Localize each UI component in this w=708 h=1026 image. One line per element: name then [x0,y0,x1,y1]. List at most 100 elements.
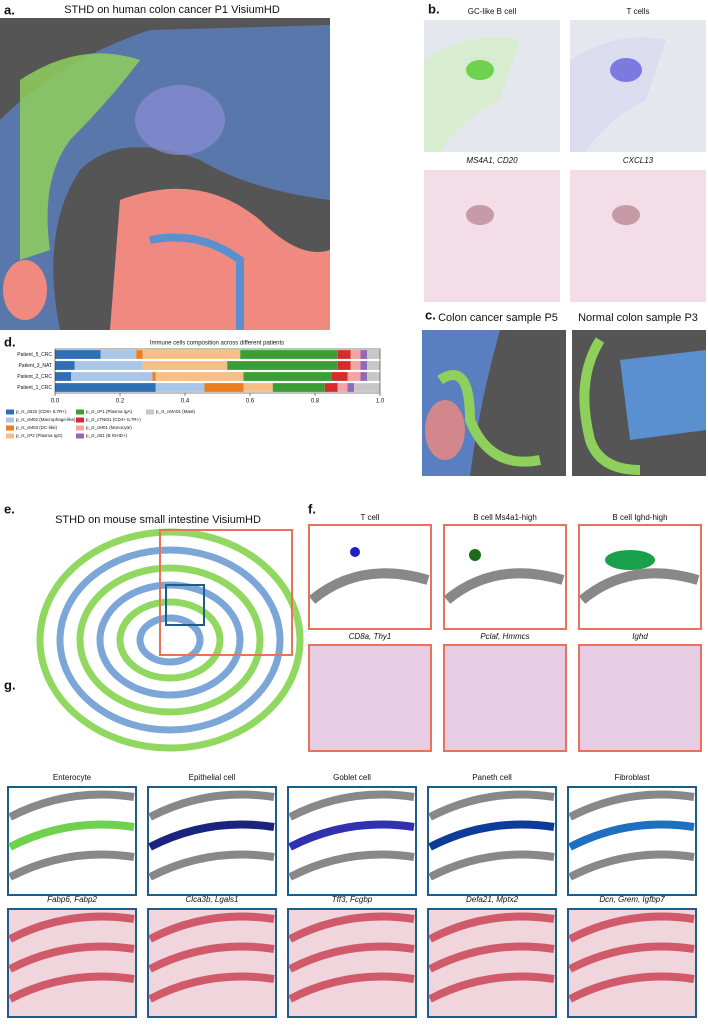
tissue-band [428,850,555,881]
f-images [308,524,702,752]
tissue-band [568,790,695,821]
villi [428,942,555,973]
image-title: Fibroblast [614,773,650,782]
bar-segment [360,361,367,370]
x-tick-label: 0.4 [181,399,190,405]
bar-segment [142,350,241,359]
tissue-band [288,820,415,851]
tissue-band [148,850,275,881]
villi [8,912,135,943]
image-title: Normal colon sample P3 [578,312,698,324]
legend-label: p_ct_cB1 (B IGHD+) [86,433,128,438]
image-title: Ighd [632,632,648,641]
legend-list [336,18,416,330]
panel-label: g. [4,677,16,692]
legend-swatch [6,417,14,423]
bar-segment [324,383,338,392]
tissue-band [288,790,415,821]
chart-title: Immune cells composition across differen… [150,341,284,347]
image-title: T cell [361,513,380,522]
panel-label: c. [425,307,436,322]
x-tick-label: 0.6 [246,399,255,405]
image-title: B cell Ms4a1-high [473,513,537,522]
image-title: Goblet cell [333,773,371,782]
image-title: T cells [627,7,650,16]
bar-segment [347,372,361,381]
bar-segment [243,383,273,392]
tissue-band [148,790,275,821]
villi [288,912,415,943]
image-title: B cell Ighd-high [612,513,667,522]
chart: d. Immune cells composition across diffe… [4,334,385,439]
y-tick-label: Patient_5_CRC [17,352,52,358]
bar-segment [367,372,380,381]
tissue-band [568,820,695,851]
g-images: Enterocyte Epithelial cell Goblet cell Pane… [7,773,697,1018]
legend-swatch [76,409,84,415]
y-tick-label: Patient_1_CRC [17,385,52,391]
x-tick-label: 0.0 [51,399,60,405]
panel-label: d. [4,334,16,349]
image-title: Colon cancer sample P5 [438,312,558,324]
bar-segment [337,361,351,370]
tissue-band [288,850,415,881]
bar-segment [74,361,143,370]
tissue-band [428,820,555,851]
legend-label: p_ct_cMA01 (Mast) [156,409,196,414]
bar-segment [337,383,348,392]
villi [568,972,695,1003]
legend-label: p_ct_cP2 (Plasma IgG) [16,433,63,438]
legend-label: p_ct_cB32 (CD8+ IL7R+) [16,409,67,414]
x-tick-label: 1.0 [376,399,385,405]
villi [568,942,695,973]
villi [8,972,135,1003]
villi [148,912,275,943]
bar-segment [347,383,354,392]
image-title: Epithelial cell [189,773,236,782]
bar-segment [331,372,348,381]
villi [288,972,415,1003]
villi [148,972,275,1003]
image-title: Defa21, Mptx2 [466,895,519,904]
c-images [422,330,706,476]
tissue-band [8,790,135,821]
image-title: MS4A1, CD20 [466,156,518,165]
legend-swatch [76,425,84,431]
villi [428,972,555,1003]
legend-swatch [76,433,84,439]
bar-segment [227,361,338,370]
bar-segment [55,350,101,359]
legend-swatch [6,425,14,431]
bar-segment [55,361,75,370]
tissue-band [8,850,135,881]
bar-segment [152,372,156,381]
bar-segment [360,350,367,359]
bar-segment [142,361,228,370]
panel-label: b. [428,1,440,16]
bar-segment [243,372,332,381]
bar-segment [367,350,380,359]
y-tick-label: Patient_2_CRC [17,374,52,380]
image-title: Pclaf, Hmmcs [480,632,529,641]
image-title: Dcn, Grem, Igfbp7 [599,895,665,904]
bar-segment [204,383,244,392]
legend-swatch [6,433,14,439]
tissue-band [428,790,555,821]
legend-label: p_ct_cP1 (Plasma IgA) [86,409,133,414]
image-title: Paneth cell [472,773,512,782]
legend-swatch [76,417,84,423]
image-title: CD8a, Thy1 [349,632,392,641]
villi [568,912,695,943]
image-title: Enterocyte [53,773,92,782]
legend-label: p_ct_cM02 (Macrophage-like) [16,417,76,422]
panel-label: f. [308,501,316,516]
plot-frame [54,348,381,394]
bar-segment [100,350,137,359]
legend-label: p_ct_cTNI01 (CD4+ IL7R+) [86,417,141,422]
bar-segment [272,383,325,392]
villi [428,912,555,943]
bar-segment [55,372,72,381]
panel-label: a. [4,2,15,17]
bar-segment [350,361,361,370]
